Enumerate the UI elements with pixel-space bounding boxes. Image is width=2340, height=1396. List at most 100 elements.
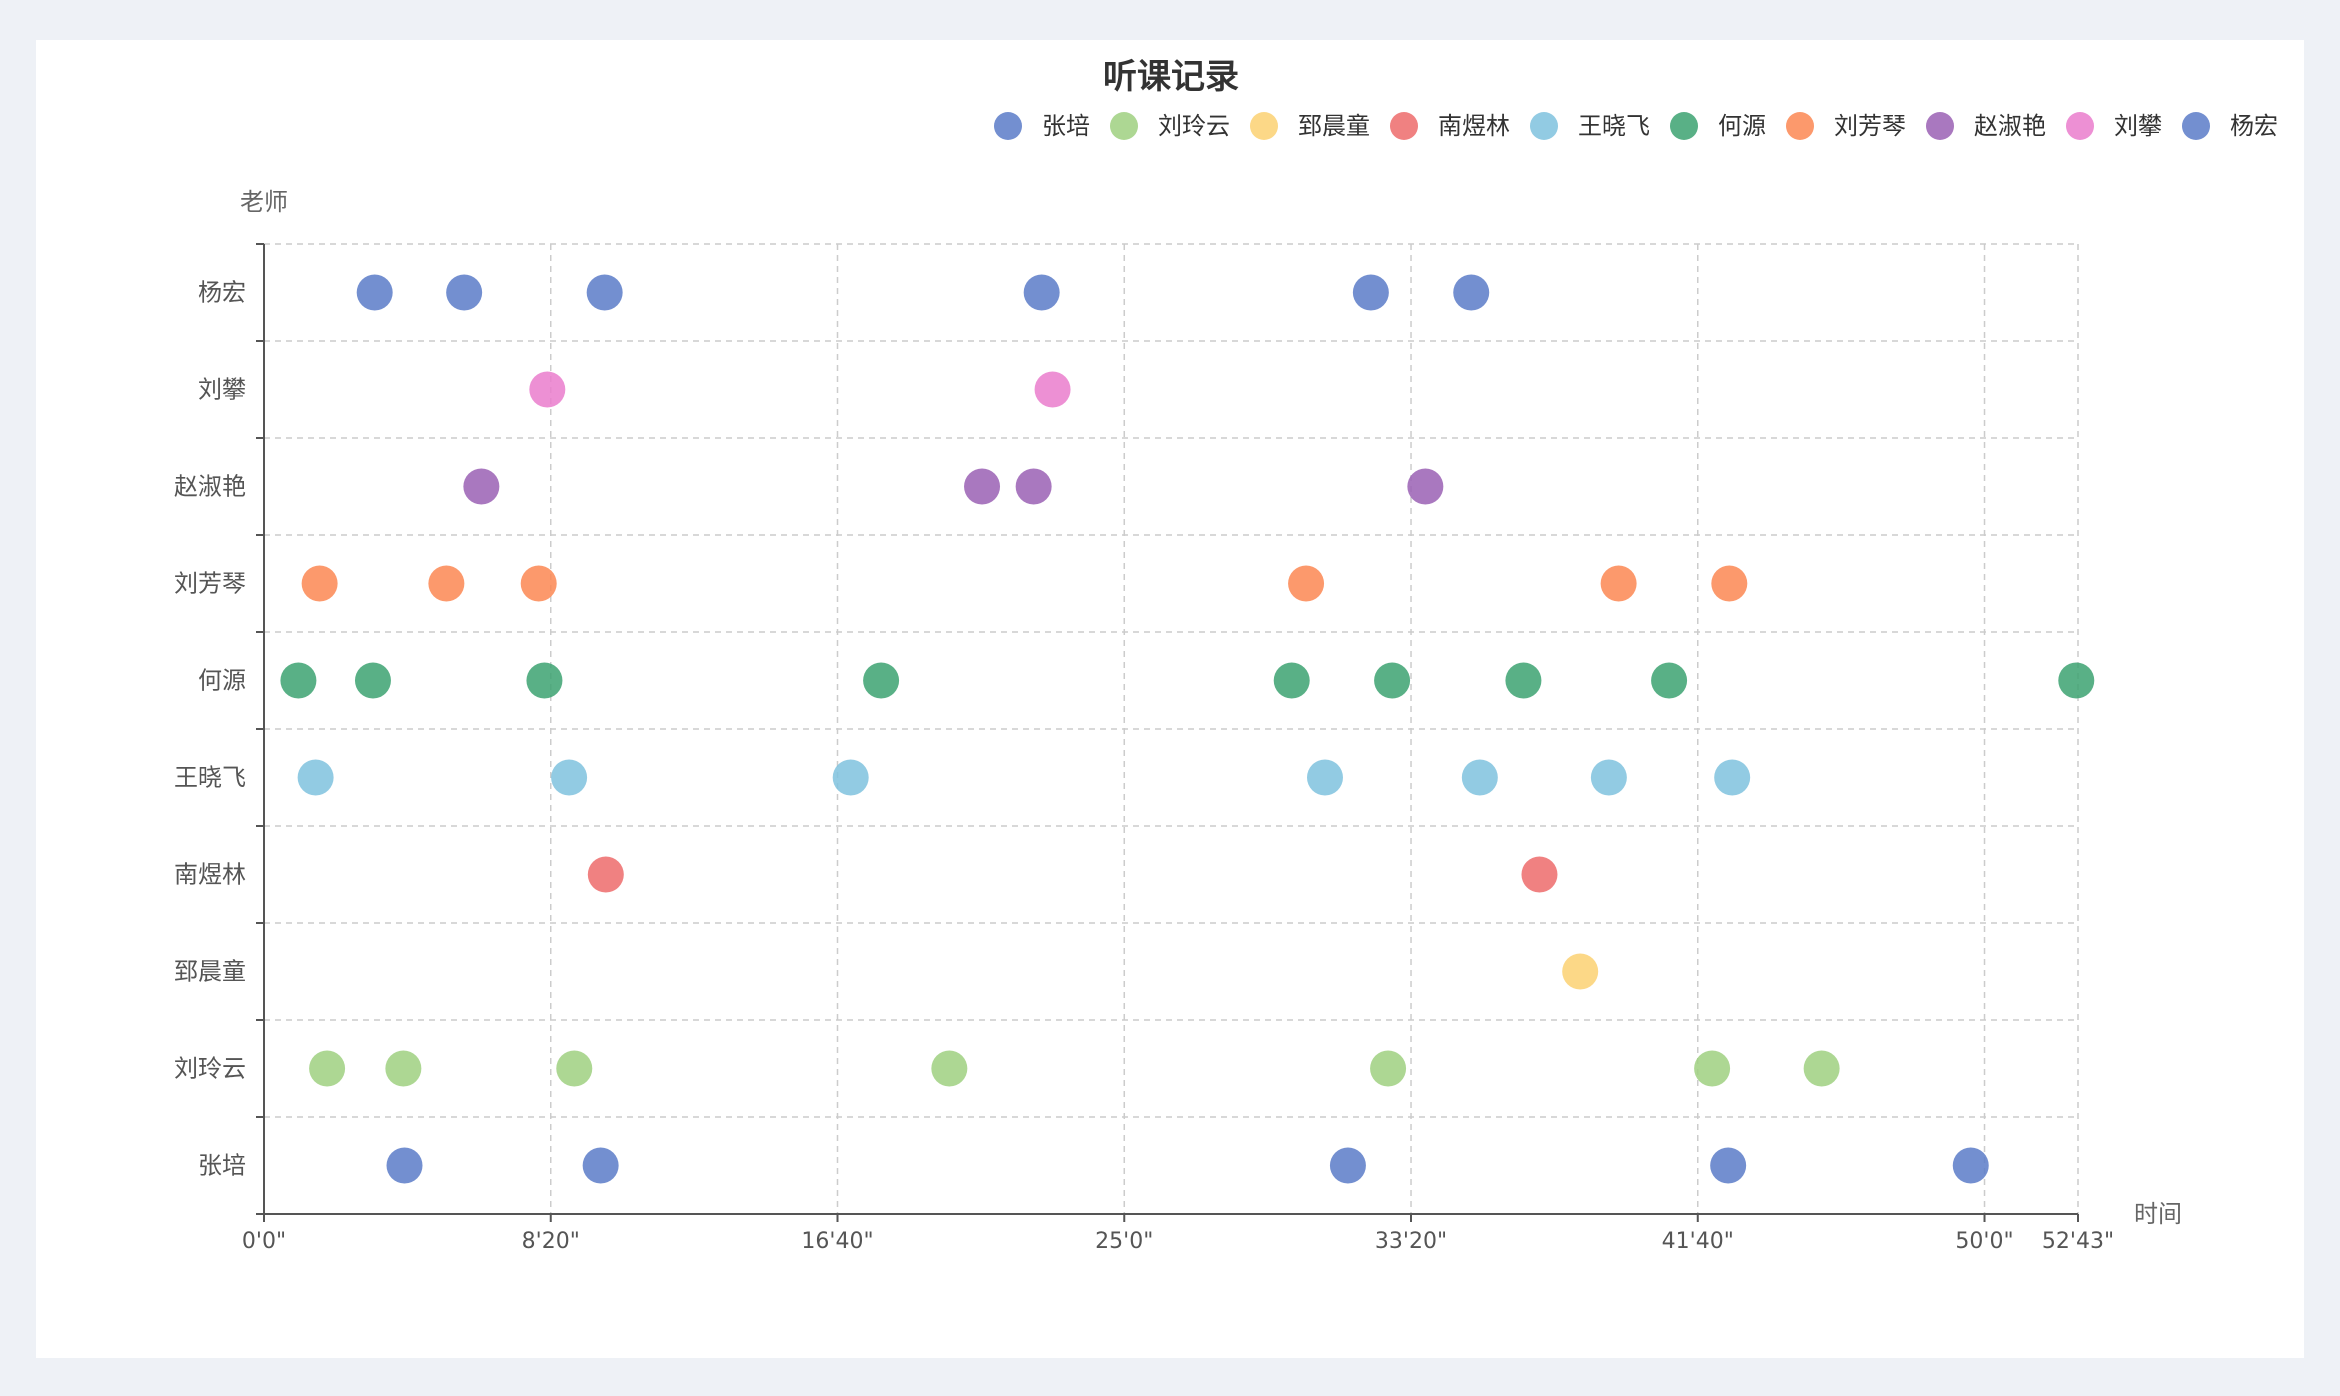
data-point[interactable] bbox=[463, 468, 500, 505]
legend-item[interactable]: 杨宏 bbox=[2182, 112, 2278, 140]
series-group bbox=[463, 468, 1444, 505]
data-point[interactable] bbox=[1329, 1147, 1366, 1184]
data-point[interactable] bbox=[2058, 662, 2095, 699]
data-point[interactable] bbox=[428, 565, 465, 602]
y-tick-label: 郅晨童 bbox=[174, 958, 246, 986]
grid bbox=[264, 243, 2079, 1214]
legend-label: 王晓飞 bbox=[1578, 112, 1650, 140]
data-point[interactable] bbox=[1952, 1147, 1989, 1184]
data-point[interactable] bbox=[1306, 759, 1343, 796]
legend-marker bbox=[1670, 112, 1698, 140]
data-point[interactable] bbox=[520, 565, 557, 602]
legend-item[interactable]: 王晓飞 bbox=[1530, 112, 1650, 140]
x-tick-label: 33'20" bbox=[1375, 1229, 1447, 1254]
data-point[interactable] bbox=[1374, 662, 1411, 699]
data-point[interactable] bbox=[586, 274, 623, 311]
data-point[interactable] bbox=[1407, 468, 1444, 505]
data-point[interactable] bbox=[1803, 1050, 1840, 1087]
legend-item[interactable]: 南煜林 bbox=[1390, 112, 1510, 140]
legend-marker bbox=[2182, 112, 2210, 140]
data-point[interactable] bbox=[556, 1050, 593, 1087]
y-tick-label: 何源 bbox=[198, 667, 246, 695]
data-point[interactable] bbox=[1370, 1050, 1407, 1087]
legend-item[interactable]: 刘芳琴 bbox=[1786, 112, 1906, 140]
series-group bbox=[301, 565, 1748, 602]
legend-item[interactable]: 刘玲云 bbox=[1110, 112, 1230, 140]
legend-label: 郅晨童 bbox=[1298, 112, 1370, 140]
data-point[interactable] bbox=[587, 856, 624, 893]
data-point[interactable] bbox=[280, 662, 317, 699]
legend-label: 张培 bbox=[1042, 112, 1090, 140]
x-tick-label: 0'0" bbox=[242, 1229, 286, 1254]
series-group bbox=[280, 662, 2095, 699]
data-point[interactable] bbox=[964, 468, 1001, 505]
series-group bbox=[1562, 953, 1599, 990]
x-tick-label: 25'0" bbox=[1095, 1229, 1153, 1254]
chart-card: 听课记录 张培 刘玲云 郅晨童 南煜林 王晓飞 何源 刘芳琴 赵淑艳 刘攀 杨宏 张培 刘玲云 郅晨童… bbox=[36, 40, 2304, 1358]
y-tick-label: 王晓飞 bbox=[174, 764, 246, 792]
data-point[interactable] bbox=[354, 662, 391, 699]
data-point[interactable] bbox=[297, 759, 334, 796]
legend-marker bbox=[1110, 112, 1138, 140]
series-group bbox=[356, 274, 1490, 311]
y-tick-label: 张培 bbox=[198, 1152, 246, 1180]
data-point[interactable] bbox=[529, 371, 566, 408]
y-tick-label: 刘攀 bbox=[198, 376, 246, 404]
data-point[interactable] bbox=[1590, 759, 1627, 796]
data-point[interactable] bbox=[1562, 953, 1599, 990]
x-tick-label: 52'43" bbox=[2042, 1229, 2114, 1254]
data-point[interactable] bbox=[1352, 274, 1389, 311]
series-group bbox=[386, 1147, 1989, 1184]
axes: 张培 刘玲云 郅晨童 南煜林 王晓飞 何源 刘芳琴 赵淑艳 刘攀 杨宏 0'0" 8'20" 16'40… bbox=[174, 243, 2114, 1254]
series-group bbox=[309, 1050, 1840, 1087]
data-point[interactable] bbox=[1273, 662, 1310, 699]
data-point[interactable] bbox=[1015, 468, 1052, 505]
data-point[interactable] bbox=[1714, 759, 1751, 796]
data-point[interactable] bbox=[1711, 565, 1748, 602]
data-point[interactable] bbox=[1694, 1050, 1731, 1087]
data-point[interactable] bbox=[446, 274, 483, 311]
data-point[interactable] bbox=[301, 565, 338, 602]
legend-item[interactable]: 刘攀 bbox=[2066, 112, 2162, 140]
data-point[interactable] bbox=[385, 1050, 422, 1087]
data-point[interactable] bbox=[386, 1147, 423, 1184]
data-point[interactable] bbox=[863, 662, 900, 699]
legend-label: 何源 bbox=[1718, 112, 1766, 140]
legend-item[interactable]: 何源 bbox=[1670, 112, 1766, 140]
data-point[interactable] bbox=[1023, 274, 1060, 311]
data-points bbox=[280, 274, 2095, 1184]
data-point[interactable] bbox=[526, 662, 563, 699]
series-group bbox=[297, 759, 1751, 796]
legend-item[interactable]: 张培 bbox=[994, 112, 1090, 140]
data-point[interactable] bbox=[1505, 662, 1542, 699]
data-point[interactable] bbox=[582, 1147, 619, 1184]
legend-item[interactable]: 郅晨童 bbox=[1250, 112, 1370, 140]
y-tick-label: 刘玲云 bbox=[174, 1055, 246, 1083]
data-point[interactable] bbox=[1651, 662, 1688, 699]
legend-label: 刘玲云 bbox=[1158, 112, 1230, 140]
data-point[interactable] bbox=[1521, 856, 1558, 893]
data-point[interactable] bbox=[1034, 371, 1071, 408]
data-point[interactable] bbox=[309, 1050, 346, 1087]
data-point[interactable] bbox=[551, 759, 588, 796]
legend-label: 杨宏 bbox=[2230, 112, 2278, 140]
y-axis-label: 老师 bbox=[240, 188, 288, 216]
x-tick-label: 41'40" bbox=[1662, 1229, 1734, 1254]
data-point[interactable] bbox=[1461, 759, 1498, 796]
legend[interactable]: 张培 刘玲云 郅晨童 南煜林 王晓飞 何源 刘芳琴 赵淑艳 刘攀 杨宏 bbox=[994, 112, 2278, 140]
chart-title: 听课记录 bbox=[1103, 57, 1239, 97]
legend-marker bbox=[1250, 112, 1278, 140]
data-point[interactable] bbox=[832, 759, 869, 796]
legend-label: 南煜林 bbox=[1438, 112, 1510, 140]
scatter-chart: 听课记录 张培 刘玲云 郅晨童 南煜林 王晓飞 何源 刘芳琴 赵淑艳 刘攀 杨宏 张培刘玲云郅晨童… bbox=[174, 57, 2278, 1254]
legend-label: 刘攀 bbox=[2114, 112, 2162, 140]
legend-marker bbox=[2066, 112, 2094, 140]
data-point[interactable] bbox=[1710, 1147, 1747, 1184]
data-point[interactable] bbox=[931, 1050, 968, 1087]
data-point[interactable] bbox=[1600, 565, 1637, 602]
data-point[interactable] bbox=[1453, 274, 1490, 311]
legend-item[interactable]: 赵淑艳 bbox=[1926, 112, 2046, 140]
data-point[interactable] bbox=[356, 274, 393, 311]
data-point[interactable] bbox=[1288, 565, 1325, 602]
y-tick-label: 杨宏 bbox=[198, 279, 246, 307]
